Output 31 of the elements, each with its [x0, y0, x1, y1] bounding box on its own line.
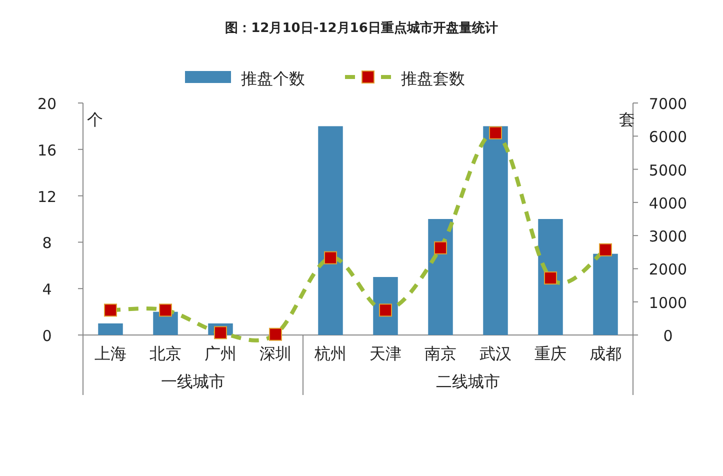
x-tick-label: 杭州 [314, 344, 346, 363]
y-tick-label: 4 [42, 280, 52, 299]
x-tick-label: 广州 [204, 344, 236, 363]
x-tick-label: 深圳 [260, 344, 292, 363]
x-tick-label: 重庆 [534, 344, 566, 363]
x-tick-label: 成都 [590, 344, 622, 363]
text: 一线城市 [161, 372, 225, 391]
y-tick-label: 0 [42, 327, 52, 345]
y2-tick-label: 1000 [648, 294, 688, 312]
y-axis-title: 个 [87, 110, 103, 129]
y2-tick-label: 7000 [648, 95, 688, 113]
text: 二线城市 [436, 372, 500, 391]
y-tick-label: 16 [37, 141, 57, 160]
y-tick-label: 8 [42, 234, 52, 252]
legend-label: 推盘个数 [241, 69, 305, 88]
y2-tick-label: 3000 [648, 228, 688, 246]
y-tick-label: 20 [37, 95, 57, 113]
y2-tick-label: 5000 [648, 161, 688, 180]
legend-label: 推盘套数 [401, 69, 465, 88]
y-tick-label: 12 [37, 188, 57, 206]
y2-axis-title: 套 [619, 110, 635, 129]
x-tick-label: 北京 [150, 344, 182, 363]
y2-tick-label: 0 [663, 327, 673, 345]
x-tick-label: 天津 [370, 344, 402, 363]
title: 图：12月10日-12月16日重点城市开盘量统计 [225, 21, 498, 36]
y2-tick-label: 4000 [648, 194, 688, 212]
x-tick-label: 南京 [424, 344, 456, 363]
y2-tick-label: 2000 [648, 260, 688, 279]
y2-tick-label: 6000 [648, 128, 688, 146]
x-tick-label: 上海 [94, 344, 126, 363]
x-tick-label: 武汉 [480, 344, 512, 363]
